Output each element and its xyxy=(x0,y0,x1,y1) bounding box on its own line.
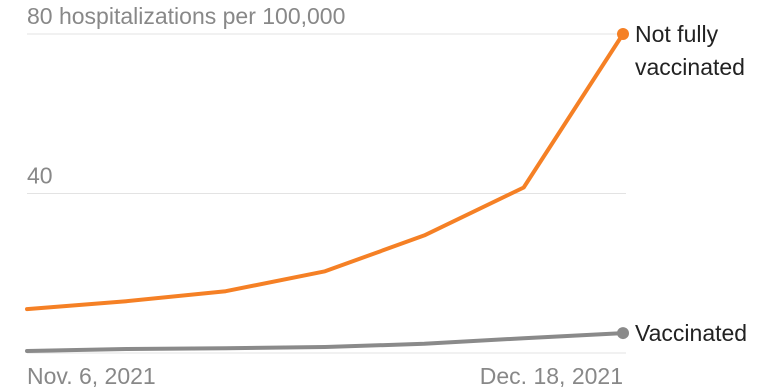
gridlines xyxy=(27,33,626,354)
series-lines xyxy=(25,28,629,353)
x-tick-label: Dec. 18, 2021 xyxy=(480,363,623,389)
axis-labels: 40 80 hospitalizations per 100,000 Nov. 6,… xyxy=(27,3,623,389)
series-label: Not fully xyxy=(635,21,719,47)
series-end-dot xyxy=(617,327,629,340)
series-line xyxy=(25,32,625,312)
x-tick-label: Nov. 6, 2021 xyxy=(27,363,156,389)
series-line xyxy=(25,331,625,353)
series-label: Vaccinated xyxy=(635,320,747,346)
y-tick-label: 40 xyxy=(27,163,53,189)
series-end-dot xyxy=(617,28,629,40)
y-tick-label: 80 hospitalizations per 100,000 xyxy=(27,3,345,29)
series-labels: Not fully vaccinated Vaccinated xyxy=(635,21,747,346)
series-label: vaccinated xyxy=(635,54,745,80)
